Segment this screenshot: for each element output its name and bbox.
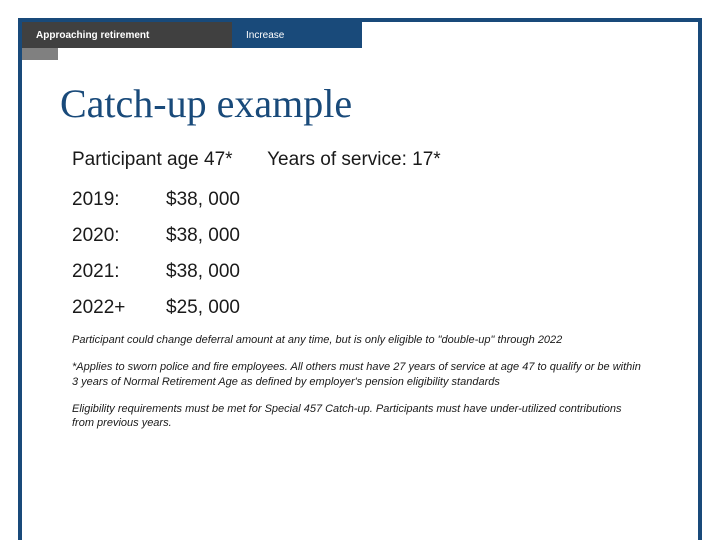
slide-title: Catch-up example [60, 80, 660, 127]
table-row: 2020: $38, 000 [72, 225, 660, 247]
amount-cell: $38, 000 [166, 225, 240, 247]
amount-cell: $38, 000 [166, 189, 240, 211]
nav-tab: Increase [232, 22, 362, 48]
year-cell: 2020: [72, 225, 166, 247]
year-cell: 2022+ [72, 297, 166, 319]
year-cell: 2019: [72, 189, 166, 211]
section-label: Approaching retirement [36, 30, 149, 41]
nav-label: Increase [246, 30, 284, 41]
fineprint-requirements: Eligibility requirements must be met for… [72, 402, 642, 432]
amount-cell: $25, 000 [166, 297, 240, 319]
table-row: 2022+ $25, 000 [72, 297, 660, 319]
slide-content: Catch-up example Participant age 47* Yea… [60, 80, 660, 431]
years-of-service: Years of service: 17* [267, 149, 441, 171]
header-bar: Approaching retirement Increase [22, 22, 362, 48]
year-cell: 2021: [72, 261, 166, 283]
section-tab: Approaching retirement [22, 22, 232, 48]
table-row: 2021: $38, 000 [72, 261, 660, 283]
fineprint-eligibility: *Applies to sworn police and fire employ… [72, 360, 642, 390]
amount-cell: $38, 000 [166, 261, 240, 283]
fineprint-note: Participant could change deferral amount… [72, 333, 642, 348]
table-row: 2019: $38, 000 [72, 189, 660, 211]
participant-info: Participant age 47* Years of service: 17… [72, 149, 660, 171]
contribution-table: 2019: $38, 000 2020: $38, 000 2021: $38,… [72, 189, 660, 319]
participant-age: Participant age 47* [72, 149, 233, 171]
